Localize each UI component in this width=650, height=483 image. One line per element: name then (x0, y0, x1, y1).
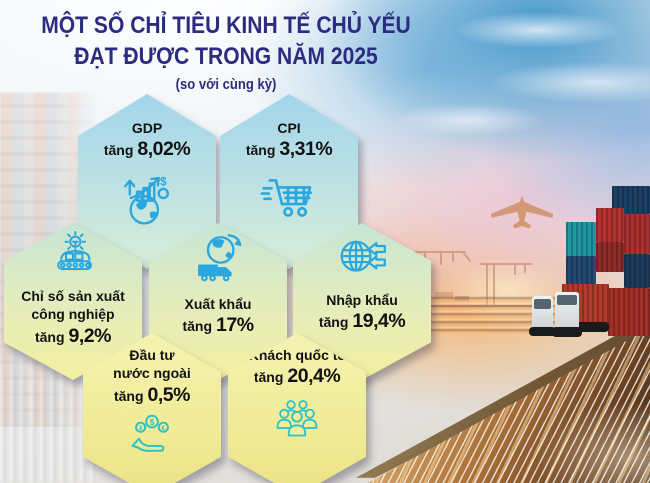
truck-wheels (552, 327, 582, 337)
indicator-label: Khách quốc tế (248, 347, 346, 363)
globe-import-arrows-icon (340, 240, 386, 272)
svg-text:¥: ¥ (139, 425, 143, 432)
shipping-container (566, 256, 596, 286)
indicator-change-prefix: tăng (245, 142, 276, 159)
people-group-icon (276, 399, 318, 437)
indicator-change: tăng 19,4% (318, 309, 406, 333)
hex-international-visitors: Khách quốc tế tăng 20,4% (228, 333, 366, 483)
airplane-silhouette (490, 195, 554, 229)
truck-cab (532, 296, 553, 330)
indicator-change-prefix: tăng (34, 328, 65, 345)
shipping-container (624, 254, 650, 288)
truck-windshield (534, 299, 551, 309)
svg-text:$: $ (160, 175, 167, 188)
indicator-label: Chỉ số sản xuất công nghiệp (21, 288, 125, 323)
indicator-change-value: 8,02% (137, 138, 191, 161)
indicator-change: tăng 9,2% (34, 324, 112, 348)
globe-growth-chart-icon: $ (124, 175, 170, 225)
indicator-label: GDP (131, 120, 163, 136)
truck-wheels (529, 327, 556, 336)
shipping-container (608, 288, 650, 336)
indicator-label: CPI (277, 120, 301, 136)
indicator-change: tăng 17% (182, 313, 254, 337)
svg-text:$: $ (150, 418, 155, 427)
title-line-2: ĐẠT ĐƯỢC TRONG NĂM 2025 (74, 43, 378, 70)
indicator-label: Đầu tư nước ngoài (113, 347, 191, 382)
indicator-change-prefix: tăng (103, 142, 134, 159)
indicator-label: Xuất khẩu (184, 296, 252, 312)
indicator-change-prefix: tăng (182, 318, 213, 335)
shipping-container (596, 242, 624, 272)
indicator-change-prefix: tăng (318, 314, 349, 331)
shipping-container (596, 208, 624, 242)
title-line-1: MỘT SỐ CHỈ TIÊU KINH TẾ CHỦ YẾU (41, 12, 411, 39)
indicator-change-prefix: tăng (253, 369, 284, 386)
indicator-change-value: 17% (216, 314, 254, 337)
page-title: MỘT SỐ CHỈ TIÊU KINH TẾ CHỦ YẾU ĐẠT ĐƯỢC… (32, 10, 421, 72)
indicator-change: tăng 0,5% (113, 383, 191, 407)
indicator-change-prefix: tăng (113, 387, 144, 404)
indicator-change: tăng 20,4% (253, 364, 341, 388)
hex-foreign-investment: Đầu tư nước ngoài tăng 0,5% $ ¥ € (83, 333, 221, 483)
indicator-change-value: 3,31% (279, 138, 333, 161)
indicator-change-value: 0,5% (147, 383, 191, 406)
indicator-change: tăng 3,31% (245, 137, 333, 161)
shipping-container (624, 214, 650, 254)
svg-text:€: € (162, 425, 166, 432)
shopping-cart-icon (260, 178, 313, 217)
indicator-change-value: 19,4% (352, 310, 406, 333)
indicator-change-value: 20,4% (287, 365, 341, 388)
clouds (370, 0, 650, 150)
hand-coins-icon: $ ¥ € (131, 415, 169, 453)
indicator-label: Nhập khẩu (326, 292, 398, 308)
trailer-wheels (565, 322, 609, 332)
globe-truck-export-icon (198, 234, 242, 282)
title-subtitle: (so với cùng kỳ) (175, 77, 277, 93)
truck-cab (555, 292, 579, 332)
indicator-change-value: 9,2% (68, 324, 112, 347)
truck-windshield (557, 295, 577, 305)
shipping-container (566, 222, 596, 256)
indicator-change: tăng 8,02% (103, 137, 191, 161)
factory-machine-icon (57, 230, 92, 271)
